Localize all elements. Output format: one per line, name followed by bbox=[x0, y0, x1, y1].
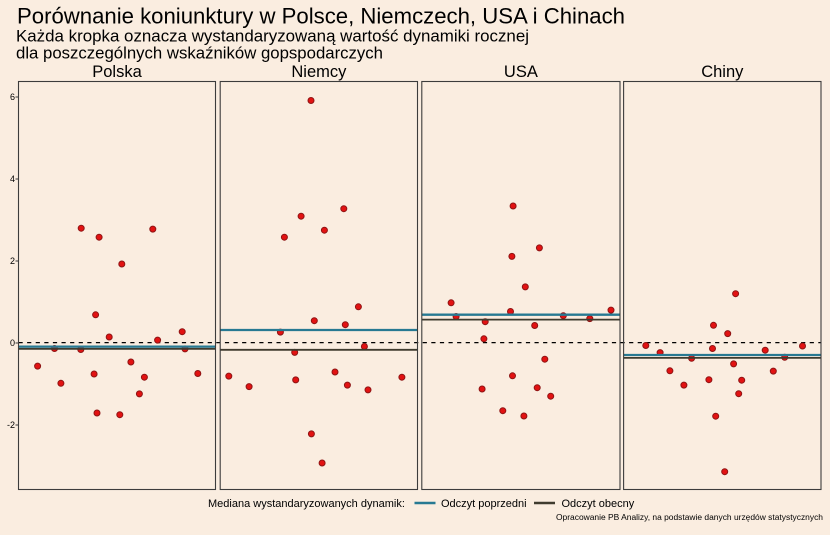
svg-text:Porównanie koniunktury w Polsc: Porównanie koniunktury w Polsce, Niemcze… bbox=[17, 3, 625, 28]
svg-text:Odczyt poprzedni: Odczyt poprzedni bbox=[441, 498, 527, 510]
svg-text:Chiny: Chiny bbox=[701, 63, 744, 81]
svg-text:-2: -2 bbox=[7, 420, 15, 430]
svg-text:6: 6 bbox=[10, 92, 15, 102]
svg-text:0: 0 bbox=[10, 338, 15, 348]
svg-text:Każda kropka oznacza wystandar: Każda kropka oznacza wystandaryzowaną wa… bbox=[16, 27, 529, 46]
svg-text:Polska: Polska bbox=[92, 63, 142, 81]
svg-text:USA: USA bbox=[504, 63, 538, 81]
svg-text:Odczyt obecny: Odczyt obecny bbox=[562, 498, 635, 510]
svg-text:Niemcy: Niemcy bbox=[291, 63, 347, 81]
svg-text:Opracowanie PB Analizy, na pod: Opracowanie PB Analizy, na podstawie dan… bbox=[556, 512, 823, 522]
svg-text:2: 2 bbox=[10, 256, 15, 266]
svg-text:Mediana wystandaryzowanych dyn: Mediana wystandaryzowanych dynamik: bbox=[208, 498, 405, 510]
svg-text:4: 4 bbox=[10, 174, 15, 184]
svg-text:dla poszczególnych wskaźników: dla poszczególnych wskaźników gopspodarc… bbox=[16, 44, 383, 63]
